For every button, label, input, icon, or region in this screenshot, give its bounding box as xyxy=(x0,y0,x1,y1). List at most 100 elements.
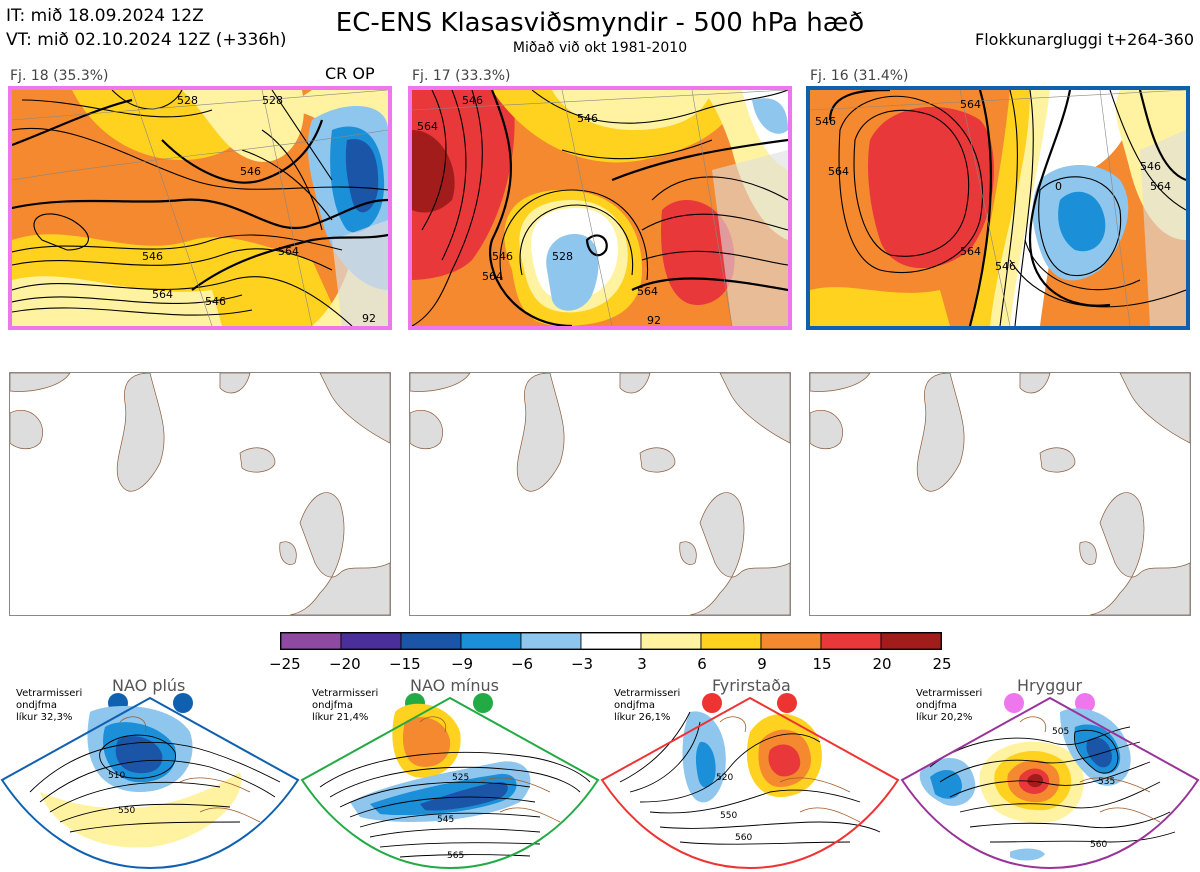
regime-4-title: Hryggur xyxy=(1017,676,1083,695)
cluster-2-label: Fj. 17 (33.3%) xyxy=(412,68,511,84)
regime-1-note-line: Vetrarmisseri xyxy=(16,688,83,699)
regime-3-dot xyxy=(702,693,722,713)
cluster-1-contour-label: 546 xyxy=(240,165,261,178)
regime-3-map: 520 550 560 xyxy=(600,696,900,870)
colorbar-tick-label: 6 xyxy=(697,655,707,673)
regime-2-title: NAO mínus xyxy=(410,676,499,695)
regime-2-note-line: líkur 21,4% xyxy=(312,712,369,723)
cluster-2-contour-label: 528 xyxy=(552,250,573,263)
cluster-2-contour-label: 92 xyxy=(647,314,661,326)
regime-4-dot xyxy=(1075,693,1095,713)
regime-3-contour-label: 560 xyxy=(735,833,752,843)
cluster-3-contour-label: 546 xyxy=(815,115,836,128)
colorbar-tick-label: −20 xyxy=(329,655,361,673)
colorbar-tick-label: 25 xyxy=(932,655,952,673)
page-title: EC-ENS Klasasviðsmyndir - 500 hPa hæð xyxy=(335,8,865,38)
regime-4-contour-label: 505 xyxy=(1052,727,1069,737)
classification-window: Flokkunargluggi t+264-360 xyxy=(975,30,1194,49)
colorbar-cell xyxy=(760,632,822,650)
colorbar-cell xyxy=(880,632,942,650)
regime-4-note-line: líkur 20,2% xyxy=(916,712,973,723)
cluster-3-map: 546 564 564 546 546 564 564 0 xyxy=(806,86,1190,330)
colorbar-tick-label: −6 xyxy=(510,655,534,673)
colorbar-tick-label: 3 xyxy=(637,655,647,673)
cluster-3-contour-label: 564 xyxy=(960,98,981,111)
basemap-3 xyxy=(809,372,1191,616)
regime-4-map: 505 535 560 xyxy=(900,696,1200,870)
cluster-1-map: 528 546 546 564 564 546 528 92 xyxy=(8,86,392,330)
regime-2-contour-label: 565 xyxy=(447,851,464,861)
cluster-1-contour-label: 546 xyxy=(205,295,226,308)
colorbar-cell xyxy=(640,632,702,650)
regime-1-note-line: líkur 32,3% xyxy=(16,712,73,723)
regime-1-map: 510 550 xyxy=(0,696,300,870)
cluster-2-map: 546 546 564 528 546 564 564 92 xyxy=(408,86,792,330)
cluster-1-contour-label: 546 xyxy=(142,250,163,263)
header-run-info: IT: mið 18.09.2024 12Z VT: mið 02.10.202… xyxy=(6,4,287,52)
colorbar-tick-label: 15 xyxy=(812,655,832,673)
regime-3-note: Vetrarmisseri ondjfma líkur 26,1% xyxy=(614,688,680,724)
regime-4-note-line: Vetrarmisseri xyxy=(916,688,983,699)
regime-1-title: NAO plús xyxy=(112,676,186,695)
regime-2-note: Vetrarmisseri ondjfma líkur 21,4% xyxy=(312,688,378,724)
regime-3-title: Fyrirstaða xyxy=(712,676,791,695)
colorbar-cell xyxy=(820,632,882,650)
regime-4-contour-label: 560 xyxy=(1090,840,1107,850)
regime-1-note-line: ondjfma xyxy=(16,700,57,711)
colorbar-tick-label: −3 xyxy=(570,655,594,673)
regime-3-note-line: líkur 26,1% xyxy=(614,712,671,723)
cluster-3-contour-label: 564 xyxy=(828,165,849,178)
regime-2-dot xyxy=(473,693,493,713)
colorbar-cell xyxy=(280,632,342,650)
valid-time: VT: mið 02.10.2024 12Z (+336h) xyxy=(6,30,287,50)
basemap-2 xyxy=(409,372,791,616)
regime-3-note-line: ondjfma xyxy=(614,700,655,711)
colorbar-tick-label: 20 xyxy=(872,655,892,673)
regime-2-map: 525 545 565 xyxy=(300,696,600,870)
colorbar-cell xyxy=(460,632,522,650)
regime-1-note: Vetrarmisseri ondjfma líkur 32,3% xyxy=(16,688,82,724)
page-subtitle: Miðað við okt 1981-2010 xyxy=(512,40,688,56)
cluster-2-contour-label: 546 xyxy=(492,250,513,263)
cluster-2-contour-label: 546 xyxy=(577,112,598,125)
cluster-1-tag: CR OP xyxy=(325,64,375,83)
cluster-3-contour-label: 564 xyxy=(1150,180,1171,193)
regime-2-note-line: Vetrarmisseri xyxy=(312,688,379,699)
colorbar-tick-label: 9 xyxy=(757,655,767,673)
regime-3-contour-label: 550 xyxy=(720,811,737,821)
cluster-2-contour-label: 564 xyxy=(482,270,503,283)
cluster-3-contour-label: 546 xyxy=(995,260,1016,273)
cluster-1-contour-label: 564 xyxy=(152,288,173,301)
regime-3-contour-label: 520 xyxy=(716,773,733,783)
colorbar xyxy=(280,632,942,650)
cluster-3-contour-label: 0 xyxy=(1055,180,1062,193)
regime-3-note-line: Vetrarmisseri xyxy=(614,688,681,699)
colorbar-cell xyxy=(580,632,642,650)
cluster-3-contour-label: 564 xyxy=(960,245,981,258)
regime-2-contour-label: 545 xyxy=(437,815,454,825)
regime-4-note-line: ondjfma xyxy=(916,700,957,711)
regime-1-dot xyxy=(173,693,193,713)
regime-1-contour-label: 550 xyxy=(118,806,135,816)
colorbar-tick-label: −15 xyxy=(389,655,421,673)
regime-4-contour-label: 535 xyxy=(1098,777,1115,787)
cluster-2-contour-label: 546 xyxy=(462,94,483,107)
basemap-1 xyxy=(9,372,391,616)
cluster-3-label: Fj. 16 (31.4%) xyxy=(810,68,909,84)
colorbar-tick-label: −25 xyxy=(269,655,301,673)
regime-1-contour-label: 510 xyxy=(108,771,125,781)
regime-4-dot xyxy=(1004,693,1024,713)
colorbar-tick-label: −9 xyxy=(450,655,474,673)
cluster-3-contour-label: 546 xyxy=(1140,160,1161,173)
colorbar-cell xyxy=(520,632,582,650)
regime-2-contour-label: 525 xyxy=(452,773,469,783)
colorbar-cell xyxy=(400,632,462,650)
cluster-1-contour-label: 528 xyxy=(262,94,283,107)
colorbar-cell xyxy=(700,632,762,650)
cluster-1-contour-label: 564 xyxy=(278,245,299,258)
cluster-1-contour-label: 92 xyxy=(362,312,376,325)
cluster-1-label: Fj. 18 (35.3%) xyxy=(10,68,109,84)
regime-3-dot xyxy=(777,693,797,713)
colorbar-cell xyxy=(340,632,402,650)
regime-4-note: Vetrarmisseri ondjfma líkur 20,2% xyxy=(916,688,982,724)
